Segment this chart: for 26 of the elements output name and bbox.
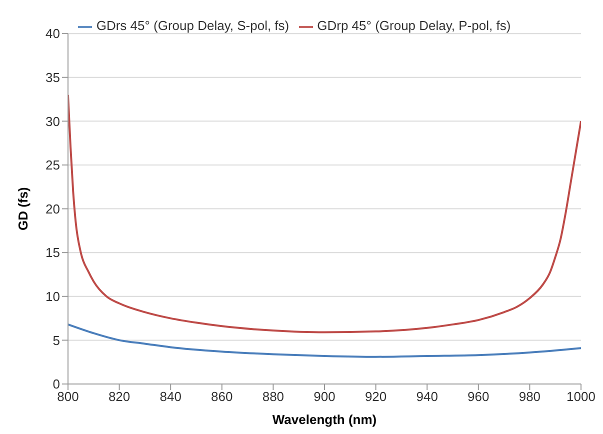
x-tick-label: 820 [108,389,130,404]
x-tick-label: 900 [314,389,336,404]
y-tick-label: 5 [52,332,60,348]
x-tick-label: 920 [364,389,387,404]
y-tick-label: 15 [46,245,60,260]
y-axis-title: GD (fs) [16,187,31,230]
x-tick-label: 840 [160,389,182,404]
y-tick-label: 10 [46,289,60,304]
legend-label: GDrp 45° (Group Delay, P-pol, fs) [317,18,511,33]
x-tick-label: 800 [57,389,79,404]
line-series [68,323,581,358]
x-tick-label: 860 [211,389,233,404]
legend-label: GDrs 45° (Group Delay, S-pol, fs) [96,18,290,33]
y-tick-label: 0 [52,376,60,392]
x-tick-label: 880 [262,389,284,404]
x-tick-label: 960 [468,389,490,404]
y-tick-label: 20 [46,201,60,216]
x-tick-label: 1000 [566,389,596,404]
x-tick-label: 980 [518,389,541,404]
x-tick-label: 940 [416,389,438,404]
y-tick-label: 40 [46,26,60,42]
y-tick-label: 30 [46,114,60,129]
line-series [68,94,581,334]
y-tick-label: 25 [46,158,60,173]
x-axis-title: Wavelength (nm) [272,412,377,427]
y-tick-label: 35 [46,70,60,85]
